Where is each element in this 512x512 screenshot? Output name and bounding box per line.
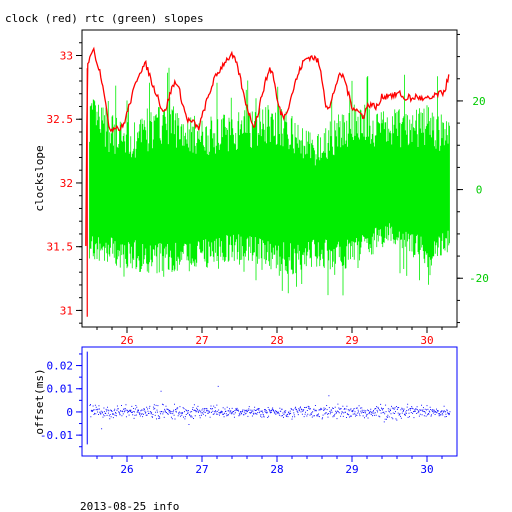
y2-tick-label: -20 (469, 272, 489, 285)
offset-panel-ticks: 26 27 28 29 30 -0.01 0 0.01 0.02 (40, 353, 443, 476)
y-tick-label: 32.5 (47, 113, 74, 126)
chart-title: clock (red) rtc (green) slopes (5, 12, 204, 25)
x-tick-label: 29 (345, 334, 358, 347)
offset-series (86, 351, 451, 445)
x-tick-label: 28 (270, 334, 283, 347)
rtc-series-band (89, 67, 450, 296)
slope-panel-ticks: 26 27 28 29 30 31 31.5 32 32.5 33 -20 0 20 (47, 33, 489, 347)
offset-series-points (86, 351, 451, 445)
y-tick-label: 0 (66, 406, 73, 419)
x-tick-label: 30 (420, 463, 433, 476)
x-tick-label: 28 (270, 463, 283, 476)
footer-info: 2013-08-25 info (80, 500, 179, 512)
x-tick-label: 27 (195, 463, 208, 476)
y-tick-label: 33 (60, 49, 73, 62)
clock-series-line (85, 46, 450, 247)
slope-panel: 26 27 28 29 30 31 31.5 32 32.5 33 -20 0 20 clockslop… (33, 29, 489, 347)
offset-panel-frame (81, 346, 458, 457)
y-axis-label-offset: offset(ms) (33, 368, 46, 434)
x-tick-label: 29 (345, 463, 358, 476)
x-tick-label: 26 (120, 334, 133, 347)
y-tick-label: 0.02 (47, 360, 74, 373)
y-tick-label: 31 (60, 304, 73, 317)
y-tick-label: -0.01 (40, 429, 73, 442)
slope-panel-frame (81, 29, 458, 328)
rtc-series (86, 67, 450, 317)
x-tick-label: 26 (120, 463, 133, 476)
y2-tick-label: 20 (472, 95, 485, 108)
y-tick-label: 32 (60, 177, 73, 190)
x-tick-label: 30 (420, 334, 433, 347)
y2-tick-label: 0 (476, 184, 483, 197)
y-tick-label: 31.5 (47, 241, 74, 254)
offset-panel: 26 27 28 29 30 -0.01 0 0.01 0.02 offset(ms) (33, 346, 458, 476)
y-tick-label: 0.01 (47, 383, 74, 396)
y-axis-label-clockslope: clockslope (33, 145, 46, 211)
x-tick-label: 27 (195, 334, 208, 347)
